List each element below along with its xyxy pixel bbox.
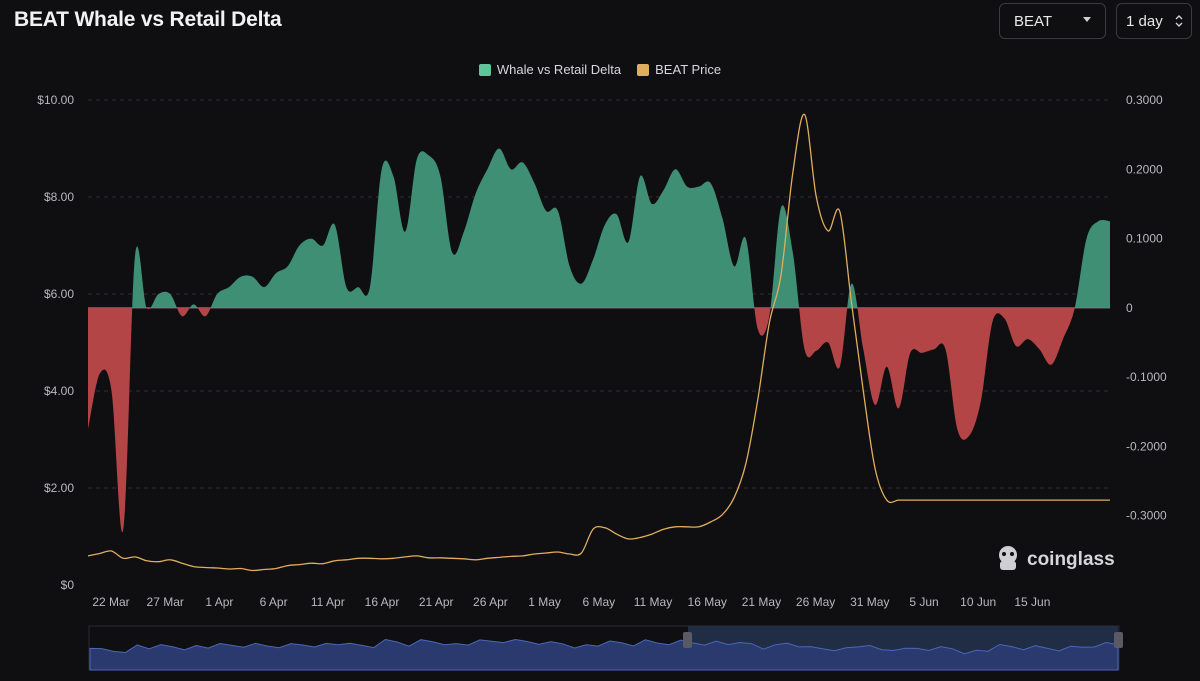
- x-tick-label: 21 May: [742, 595, 781, 609]
- x-tick-label: 15 Jun: [1014, 595, 1050, 609]
- x-tick-label: 21 Apr: [419, 595, 454, 609]
- x-tick-label: 6 Apr: [260, 595, 288, 609]
- left-tick-label: $4.00: [44, 384, 74, 398]
- x-tick-label: 27 Mar: [147, 595, 184, 609]
- delta-area-positive: [88, 148, 1110, 308]
- legend-item-delta[interactable]: Whale vs Retail Delta: [478, 62, 622, 77]
- x-tick-label: 22 Mar: [92, 595, 129, 609]
- navigator-series: [89, 638, 1119, 671]
- page-title: BEAT Whale vs Retail Delta: [14, 8, 282, 31]
- x-tick-label: 26 May: [796, 595, 835, 609]
- x-tick-label: 6 May: [582, 595, 615, 609]
- right-tick-label: -0.1000: [1126, 370, 1167, 384]
- price-line-layer: [87, 113, 1110, 572]
- right-tick-label: 0.2000: [1126, 162, 1163, 176]
- legend-label-price: BEAT Price: [655, 62, 722, 77]
- right-tick-label: -0.2000: [1126, 439, 1167, 453]
- right-tick-label: 0.1000: [1126, 232, 1163, 246]
- left-axis-ticks: $0 $2.00 $4.00 $6.00 $8.00 $10.00: [37, 93, 74, 592]
- x-tick-label: 16 Apr: [365, 595, 400, 609]
- x-tick-label: 11 Apr: [311, 595, 345, 609]
- left-tick-label: $2.00: [44, 481, 74, 495]
- interval-select-value: 1 day: [1126, 12, 1163, 30]
- x-tick-label: 10 Jun: [960, 595, 996, 609]
- legend-swatch-price: [637, 63, 650, 76]
- interval-select[interactable]: 1 day: [1116, 3, 1192, 39]
- navigator: [88, 625, 1123, 671]
- watermark: coinglass: [999, 546, 1115, 570]
- x-tick-label: 31 May: [850, 595, 889, 609]
- x-tick-label: 11 May: [634, 595, 672, 609]
- right-tick-label: 0.3000: [1126, 93, 1163, 107]
- left-tick-label: $0: [61, 578, 75, 592]
- right-axis-ticks: -0.3000 -0.2000 -0.1000 0 0.1000 0.2000 0.3000: [1126, 93, 1167, 523]
- coinglass-logo-icon: [999, 546, 1017, 570]
- delta-area: [88, 148, 1110, 533]
- x-tick-label: 1 May: [528, 595, 561, 609]
- right-tick-label: -0.3000: [1126, 509, 1167, 523]
- delta-area-negative: [88, 308, 1075, 533]
- watermark-text: coinglass: [1027, 549, 1115, 570]
- navigator-handle-right[interactable]: [1114, 632, 1123, 648]
- x-tick-label: 1 Apr: [205, 595, 233, 609]
- left-tick-label: $8.00: [44, 190, 74, 204]
- asset-select-value: BEAT: [1014, 12, 1053, 30]
- legend-label-delta: Whale vs Retail Delta: [496, 62, 622, 77]
- x-tick-label: 26 Apr: [473, 595, 508, 609]
- legend-swatch-delta: [478, 63, 491, 76]
- x-tick-label: 16 May: [688, 595, 727, 609]
- right-tick-label: 0: [1126, 301, 1133, 315]
- left-tick-label: $10.00: [37, 93, 74, 107]
- asset-select[interactable]: BEAT: [999, 3, 1106, 39]
- x-axis-ticks: 22 Mar 27 Mar 1 Apr 6 Apr 11 Apr 16 Apr 21 Apr…: [92, 595, 1050, 609]
- x-tick-label: 5 Jun: [909, 595, 938, 609]
- price-line: [87, 113, 1110, 572]
- chevron-down-icon: [1083, 17, 1091, 22]
- legend-item-price[interactable]: BEAT Price: [637, 62, 721, 77]
- updown-chevron-icon: [1175, 15, 1183, 27]
- chart-legend: Whale vs Retail Delta BEAT Price: [0, 62, 1200, 77]
- left-tick-label: $6.00: [44, 287, 74, 301]
- navigator-handle-left[interactable]: [683, 632, 692, 648]
